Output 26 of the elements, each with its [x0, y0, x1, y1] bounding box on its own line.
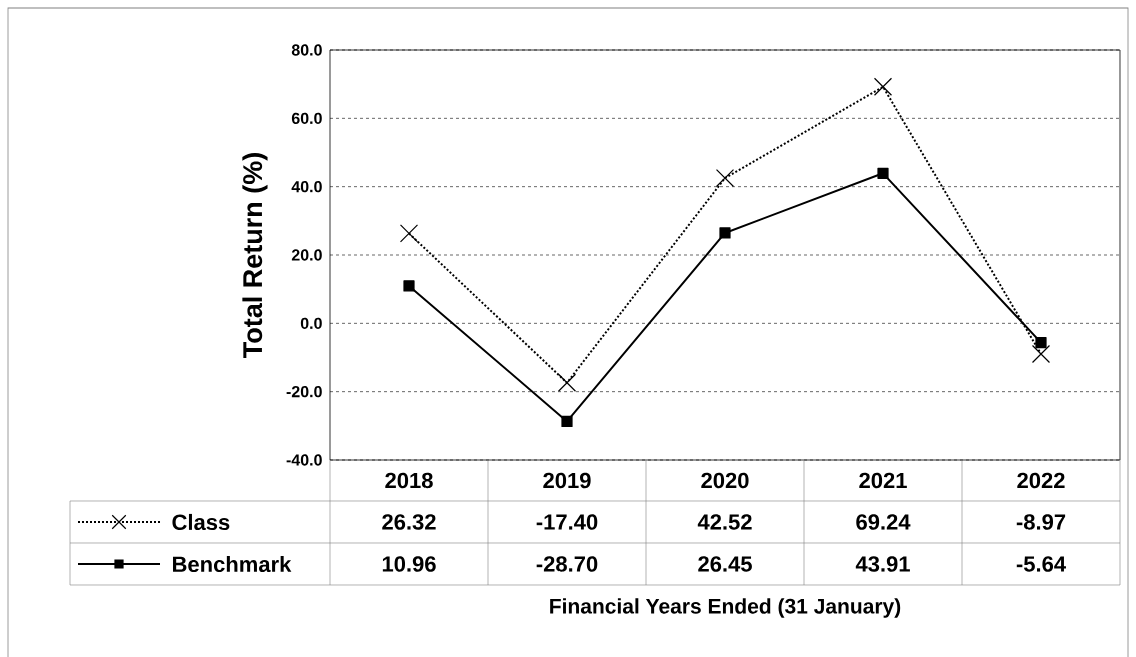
data-label: -17.40: [536, 514, 598, 530]
data-label: 10.96: [382, 556, 436, 572]
data-label: -5.64: [1016, 556, 1066, 572]
x-tick-label: 2022: [1017, 472, 1065, 489]
x-tick-label: 2019: [543, 472, 591, 489]
y-tick-label: -20.0: [286, 386, 322, 398]
x-tick-label: 2018: [385, 472, 433, 489]
y-axis-title: Total Return (%): [242, 153, 268, 358]
y-tick-label: 80.0: [291, 44, 322, 56]
legend-label: Class: [172, 513, 230, 531]
y-tick-label: -40.0: [286, 454, 322, 466]
data-label: -28.70: [536, 556, 598, 572]
data-label: 69.24: [856, 514, 911, 530]
x-tick-label: 2021: [859, 472, 907, 489]
text: Financial Years Ended (31 January): [550, 598, 901, 618]
legend-label: Benchmark: [173, 555, 292, 573]
x-tick-label: 2020: [701, 472, 749, 489]
y-tick-label: 20.0: [291, 249, 322, 261]
data-label: 26.32: [382, 514, 436, 530]
y-tick-label: 0.0: [300, 317, 322, 329]
y-tick-label: 60.0: [291, 112, 322, 124]
y-tick-label: 40.0: [291, 181, 322, 193]
data-label: -8.97: [1016, 514, 1066, 530]
data-label: 26.45: [698, 556, 752, 572]
data-label: 42.52: [697, 514, 752, 530]
data-label: 43.91: [855, 556, 910, 572]
